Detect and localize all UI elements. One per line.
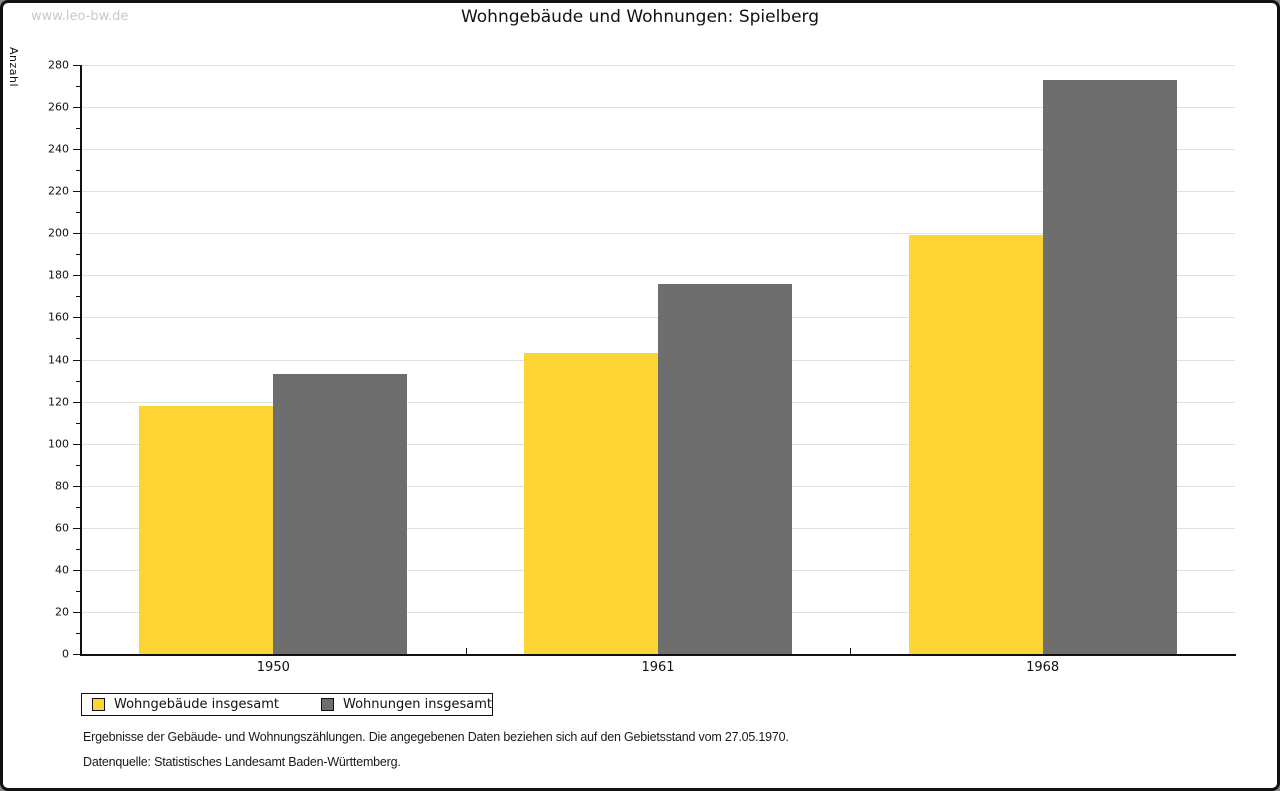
bar-1950-wohnungen-insgesamt	[273, 374, 408, 654]
y-tick-minor-110	[76, 422, 80, 424]
y-tick-label-100: 100	[48, 437, 69, 451]
chart-title: Wohngebäude und Wohnungen: Spielberg	[460, 7, 820, 27]
y-tick-major-160	[73, 317, 80, 319]
x-category-label-1968: 1968	[1026, 660, 1060, 675]
y-tick-label-80: 80	[55, 479, 69, 493]
bar-1968-wohnungen-insgesamt	[1042, 79, 1177, 654]
y-tick-minor-90	[76, 464, 80, 466]
watermark-leo-bw: www.leo-bw.de	[31, 9, 129, 24]
y-tick-label-160: 160	[48, 310, 69, 324]
y-tick-major-20	[73, 611, 80, 613]
legend-entry-wohnungen-insgesamt: Wohnungen insgesamt	[321, 697, 492, 712]
y-tick-major-120	[73, 401, 80, 403]
y-tick-label-140: 140	[48, 353, 69, 366]
y-tick-minor-30	[76, 590, 80, 592]
y-tick-label-60: 60	[55, 521, 69, 535]
y-tick-label-180: 180	[48, 268, 69, 282]
legend-swatch	[321, 698, 334, 711]
y-tick-major-140	[73, 359, 80, 361]
y-tick-minor-130	[76, 380, 80, 382]
y-tick-label-40: 40	[55, 563, 69, 577]
x-axis-line	[80, 654, 1236, 656]
gridline-280	[81, 65, 1235, 66]
y-tick-major-180	[73, 275, 80, 277]
y-tick-minor-150	[76, 338, 80, 340]
legend-swatch	[92, 698, 105, 711]
footer-source: Datenquelle: Statistisches Landesamt Bad…	[83, 755, 401, 769]
bar-1950-wohngebäude-insgesamt	[139, 405, 274, 654]
x-category-label-1961: 1961	[641, 660, 675, 675]
x-category-label-1950: 1950	[256, 660, 290, 675]
y-tick-major-40	[73, 569, 80, 571]
gridline-180	[81, 275, 1235, 277]
y-tick-major-220	[73, 191, 80, 193]
y-tick-minor-230	[76, 170, 80, 172]
y-tick-major-60	[73, 527, 80, 529]
y-tick-label-220: 220	[48, 184, 69, 198]
gridline-240	[81, 149, 1235, 151]
gridline-220	[81, 191, 1235, 193]
y-tick-label-0: 0	[62, 647, 69, 661]
bar-group-1968	[908, 65, 1177, 654]
y-tick-label-280: 280	[48, 58, 69, 72]
y-axis-title: Anzahl	[7, 47, 20, 88]
y-tick-major-280	[73, 65, 80, 66]
y-tick-label-200: 200	[48, 226, 69, 240]
gridline-260	[81, 107, 1235, 109]
y-tick-label-260: 260	[48, 100, 69, 114]
y-tick-minor-190	[76, 254, 80, 256]
y-tick-minor-210	[76, 212, 80, 214]
y-tick-major-100	[73, 443, 80, 445]
y-tick-label-120: 120	[48, 395, 69, 409]
legend-label: Wohngebäude insgesamt	[114, 697, 279, 712]
x-boundary-tick-2	[850, 648, 852, 654]
plot-area	[81, 65, 1235, 654]
legend: Wohngebäude insgesamt Wohnungen insgesamt	[81, 693, 493, 716]
y-tick-label-20: 20	[55, 605, 69, 619]
footer-note: Ergebnisse der Gebäude- und Wohnungszähl…	[83, 730, 789, 744]
bar-group-1961	[524, 65, 792, 654]
y-tick-minor-50	[76, 548, 80, 550]
x-boundary-tick-1	[465, 648, 467, 654]
y-tick-minor-70	[76, 506, 80, 508]
y-tick-minor-250	[76, 128, 80, 130]
gridline-200	[81, 233, 1235, 235]
bar-1961-wohnungen-insgesamt	[658, 283, 792, 654]
y-tick-minor-170	[76, 296, 80, 298]
legend-label: Wohnungen insgesamt	[343, 697, 492, 712]
y-tick-major-200	[73, 233, 80, 235]
y-tick-major-240	[73, 149, 80, 151]
bar-1961-wohngebäude-insgesamt	[524, 353, 658, 654]
y-tick-major-80	[73, 485, 80, 487]
y-tick-label-240: 240	[48, 142, 69, 156]
legend-entry-wohngebäude-insgesamt: Wohngebäude insgesamt	[92, 697, 279, 712]
bar-group-1950	[139, 65, 408, 654]
y-tick-minor-270	[76, 86, 80, 88]
bar-1968-wohngebäude-insgesamt	[908, 235, 1043, 654]
y-axis-line	[80, 65, 82, 656]
y-tick-major-0	[73, 654, 80, 655]
y-tick-minor-10	[76, 632, 80, 634]
y-tick-major-260	[73, 107, 80, 109]
